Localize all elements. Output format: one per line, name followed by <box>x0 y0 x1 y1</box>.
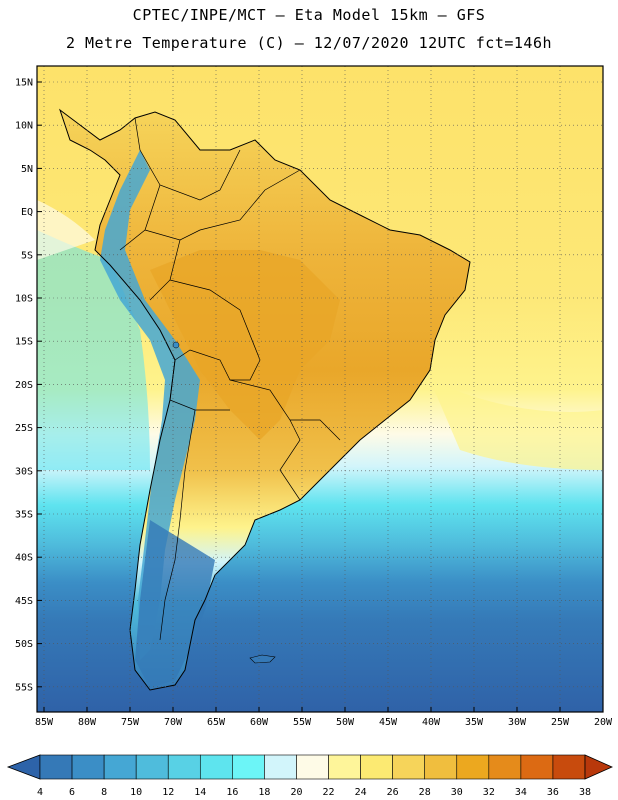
colorbar-tick-label: 34 <box>515 787 527 798</box>
lat-label: 20S <box>15 380 33 391</box>
lon-label: 40W <box>422 717 441 728</box>
colorbar-tick-label: 14 <box>194 787 206 798</box>
lat-label: 15S <box>15 337 33 348</box>
andes-cold-zone <box>100 150 200 660</box>
colorbar-tick-label: 22 <box>323 787 335 798</box>
colorbar-box <box>392 754 426 780</box>
colorbar-tick-label: 30 <box>451 787 463 798</box>
colorbar-tick-label: 4 <box>37 787 43 798</box>
lon-label: 65W <box>207 717 226 728</box>
colorbar-arrow-low <box>6 754 41 780</box>
colorbar-box <box>199 754 233 780</box>
colorbar-box <box>264 754 297 780</box>
colorbar-box <box>456 754 490 780</box>
colorbar-tick-label: 10 <box>130 787 142 798</box>
lat-label: 40S <box>15 553 33 564</box>
colorbar-tick-label: 32 <box>483 787 495 798</box>
colorbar-tick-label: 36 <box>547 787 559 798</box>
lat-label: 10N <box>15 121 33 132</box>
lon-label: 25W <box>551 717 570 728</box>
colorbar-tick-label: 8 <box>101 787 107 798</box>
lon-label: 30W <box>508 717 527 728</box>
colorbar-box <box>71 754 105 780</box>
colorbar-box <box>232 754 265 780</box>
colorbar-box <box>328 754 361 780</box>
colorbar-tick-label: 28 <box>419 787 431 798</box>
lat-label: 45S <box>15 596 33 607</box>
lat-label: 35S <box>15 510 33 521</box>
latitude-labels: 15N 10N 5N EQ 5S 10S 15S 20S 25S 30S 35S 40S 45S 50S 5… <box>15 78 42 693</box>
colorbar-tick-label: 16 <box>226 787 238 798</box>
lon-label: 35W <box>465 717 484 728</box>
colorbar-arrow-high <box>584 754 613 780</box>
lat-label: EQ <box>21 207 33 218</box>
colorbar-box <box>360 754 393 780</box>
colorbar-box <box>296 754 329 780</box>
colorbar: 4 6 8 10 12 14 16 18 20 22 24 26 28 30 32 34 36 38 <box>6 754 613 798</box>
colorbar-tick-label: 12 <box>162 787 174 798</box>
lon-label: 50W <box>336 717 355 728</box>
map-title-line-1: CPTEC/INPE/MCT – Eta Model 15km – GFS <box>132 6 486 24</box>
map-frame <box>36 65 604 713</box>
colorbar-tick-label: 20 <box>290 787 302 798</box>
colorbar-tick-label: 18 <box>258 787 270 798</box>
lat-label: 50S <box>15 639 33 650</box>
country-borders <box>119 117 341 641</box>
lon-label: 55W <box>293 717 312 728</box>
lat-label: 5S <box>21 250 33 261</box>
amazon-hot-zone <box>150 250 340 440</box>
lat-label: 30S <box>15 466 33 477</box>
longitude-labels: 85W 80W 75W 70W 65W 60W 55W 50W 45W 40W 35W 30W 25W 2… <box>35 707 613 728</box>
colorbar-tick-label: 26 <box>387 787 399 798</box>
map-title-line-2: 2 Metre Temperature (C) – 12/07/2020 12U… <box>65 34 553 52</box>
colorbar-box <box>39 754 73 780</box>
lon-label: 20W <box>594 717 613 728</box>
lat-label: 25S <box>15 423 33 434</box>
lon-label: 60W <box>250 717 269 728</box>
colorbar-tick-label: 24 <box>355 787 367 798</box>
colorbar-box <box>552 754 586 780</box>
colorbar-box <box>103 754 137 780</box>
lon-label: 80W <box>78 717 97 728</box>
lon-label: 85W <box>35 717 54 728</box>
colorbar-tick-label: 38 <box>579 787 591 798</box>
colorbar-box <box>167 754 201 780</box>
colorbar-tick-label: 6 <box>69 787 75 798</box>
lat-label: 15N <box>15 78 33 89</box>
coastline <box>59 108 471 691</box>
lat-label: 5N <box>21 164 33 175</box>
colorbar-box <box>488 754 522 780</box>
colorbar-box <box>135 754 169 780</box>
colorbar-box <box>520 754 554 780</box>
lat-label: 55S <box>15 682 33 693</box>
lat-label: 10S <box>15 294 33 305</box>
lon-label: 75W <box>121 717 140 728</box>
lon-label: 45W <box>379 717 398 728</box>
lon-label: 70W <box>164 717 183 728</box>
colorbar-box <box>424 754 458 780</box>
